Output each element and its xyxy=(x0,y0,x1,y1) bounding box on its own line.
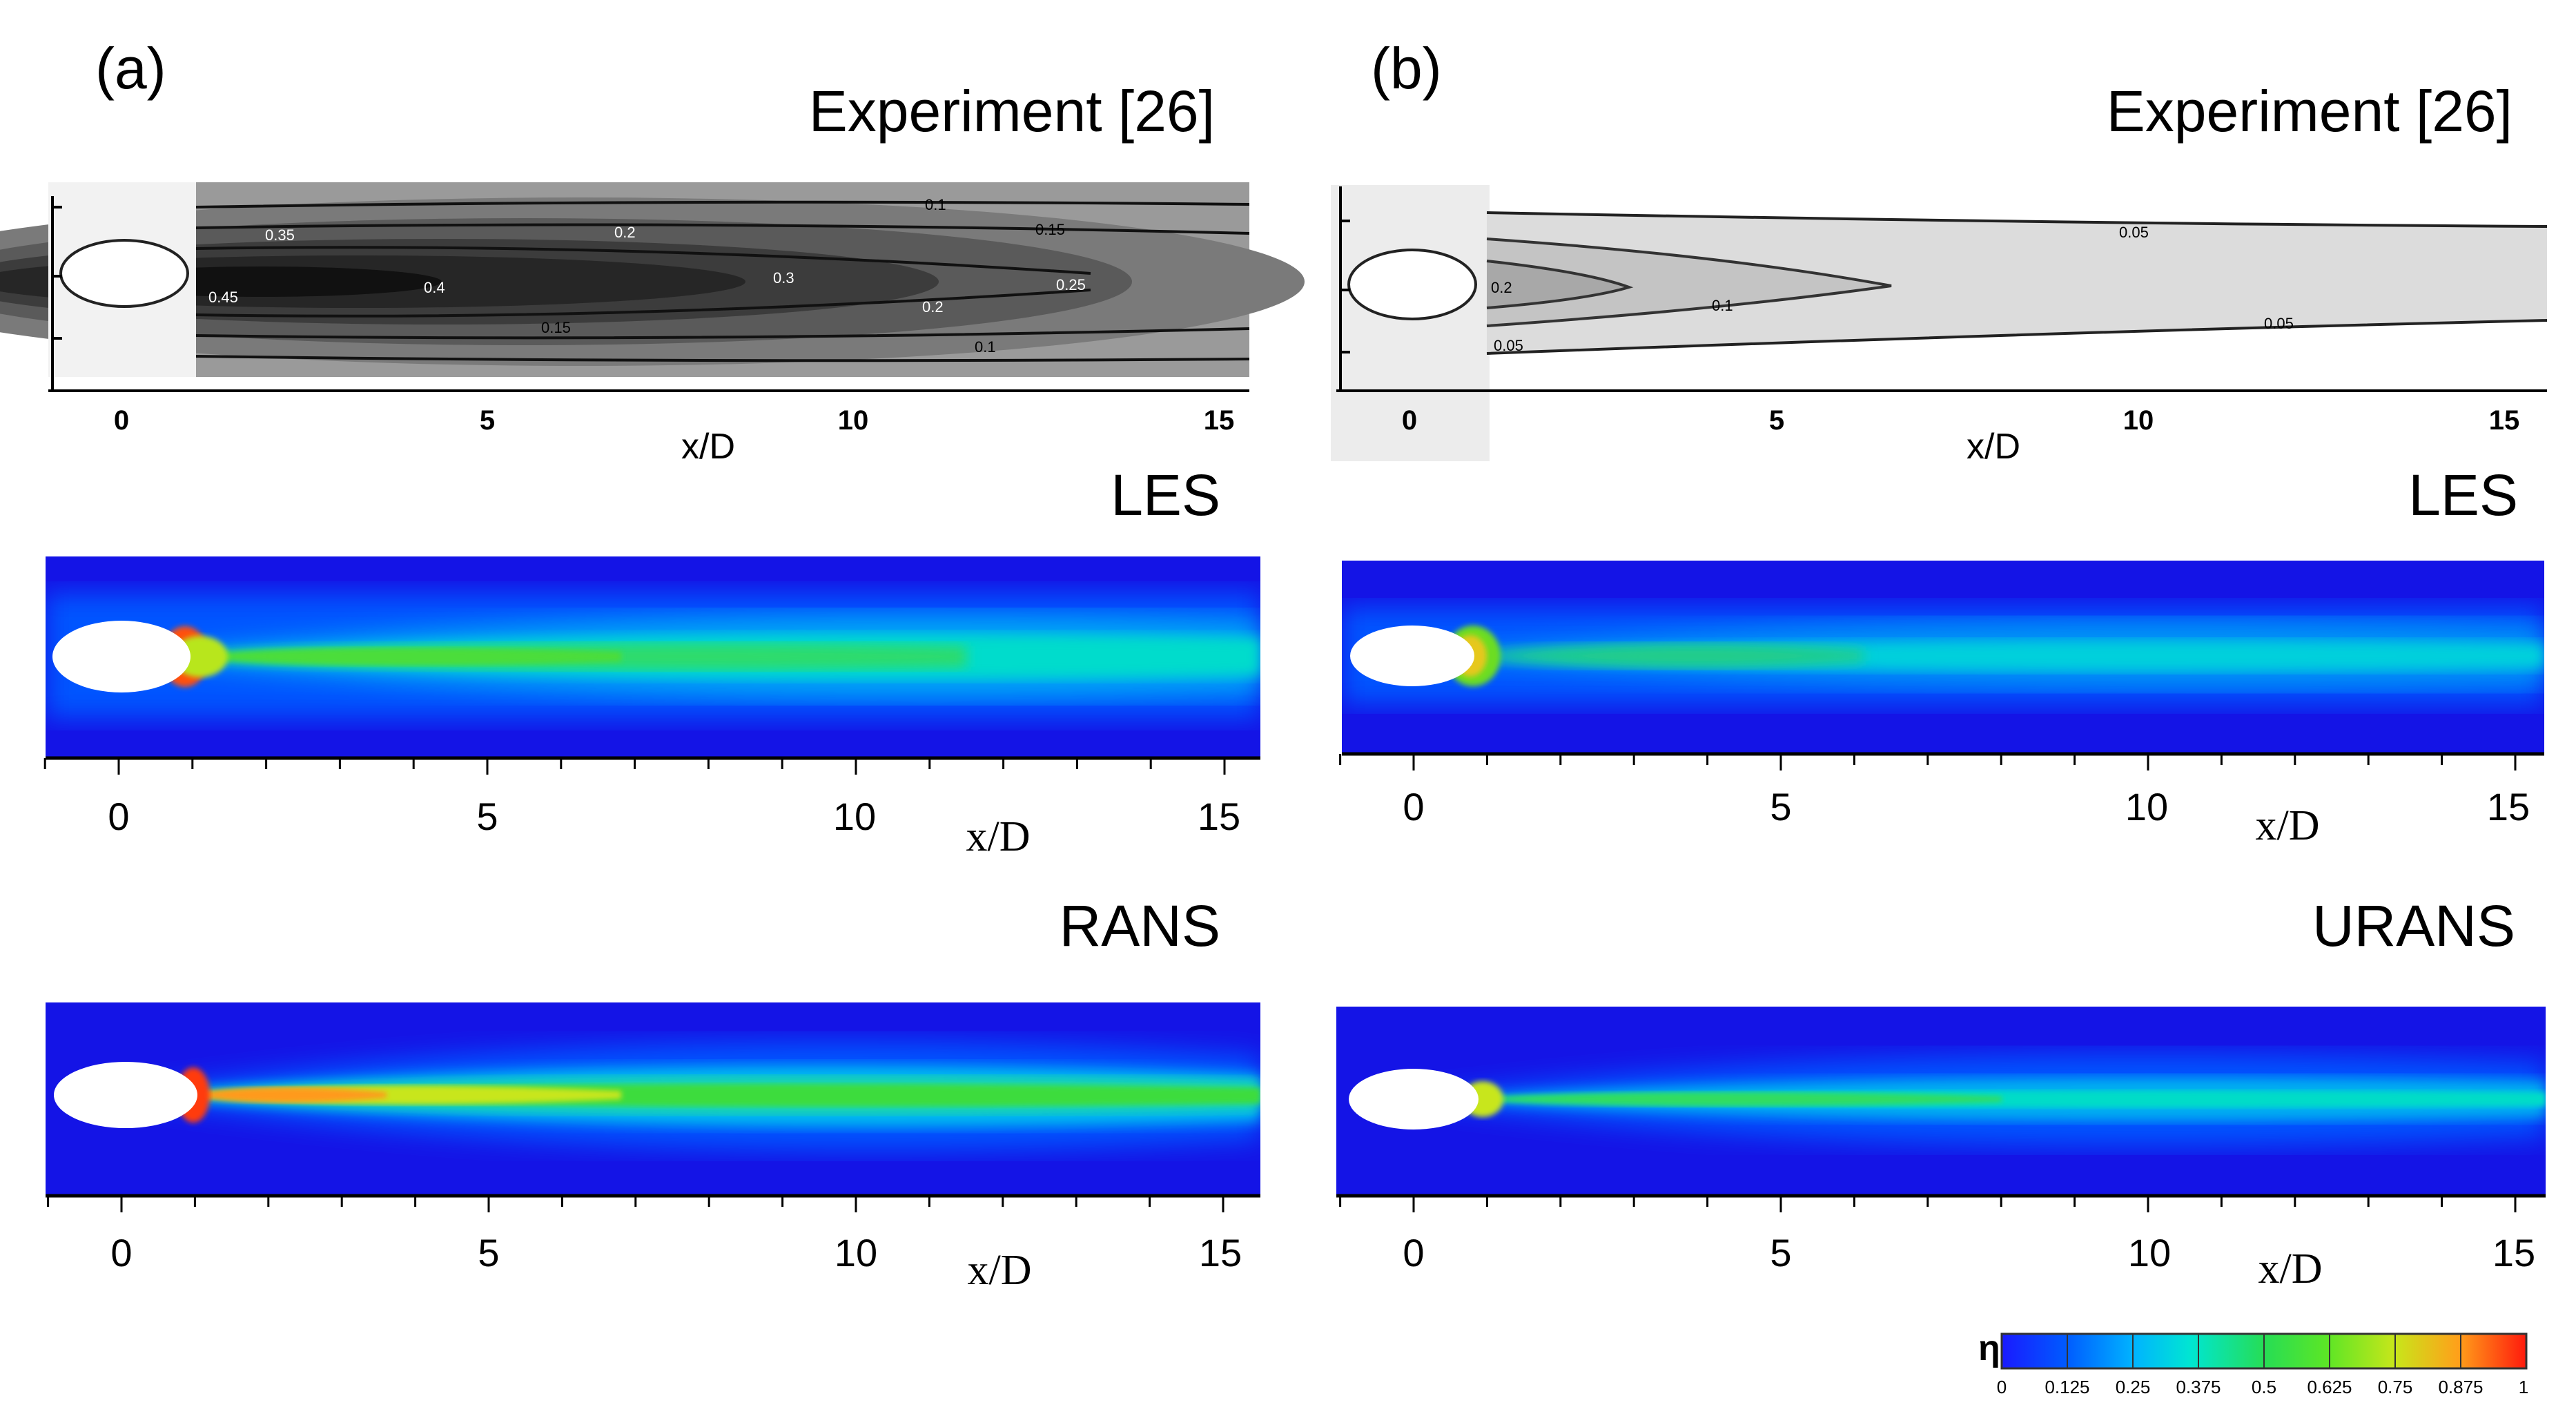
panel-a-les-cylinder xyxy=(52,621,191,692)
colorbar-dividers xyxy=(2067,1334,2461,1368)
panel-b-les-title: LES xyxy=(2408,463,2518,527)
colorbar-tick-label: 0.75 xyxy=(2378,1377,2413,1397)
panel-a-rans-field: 0 5 10 15 x/D xyxy=(46,1002,1260,1294)
tick-label: 10 xyxy=(833,795,876,838)
tick-label: 0 xyxy=(1403,785,1424,828)
panel-b-les-cylinder xyxy=(1350,626,1474,686)
contour-label: 0.2 xyxy=(1491,279,1512,296)
panel-b-les-field: 0 5 10 15 x/D xyxy=(1339,561,2544,849)
tick-label: 0 xyxy=(108,795,129,838)
tick-label: 0 xyxy=(1402,405,1417,436)
colorbar-tick-label: 0.625 xyxy=(2307,1377,2352,1397)
contour-label: 0.4 xyxy=(424,279,445,296)
panel-b-urans-title: URANS xyxy=(2312,893,2515,958)
x-axis-label: x/D xyxy=(681,427,735,467)
x-axis-label: x/D xyxy=(966,813,1031,860)
tick-label: 0 xyxy=(1403,1231,1424,1274)
tick-label: 15 xyxy=(1199,1231,1242,1274)
colorbar-tick-label: 0.875 xyxy=(2438,1377,2483,1397)
panel-b-letter: (b) xyxy=(1371,36,1442,101)
contour-label: 0.35 xyxy=(265,226,295,244)
tick-label: 15 xyxy=(2492,1231,2535,1274)
colorbar: η 0 0.125 0.25 0.375 0.5 0.625 0.75 0.87… xyxy=(1978,1328,2528,1397)
tick-label: 10 xyxy=(2123,405,2154,436)
contour-label: 0.05 xyxy=(1494,337,1523,354)
panel-a-letter: (a) xyxy=(95,36,166,101)
contour-label: 0.1 xyxy=(1712,297,1733,314)
panel-a-cylinder-outline xyxy=(59,239,189,308)
contour-label: 0.45 xyxy=(208,289,238,306)
panel-a-rans-axis-ticks xyxy=(47,1196,1224,1212)
x-axis-label: x/D xyxy=(2258,1245,2323,1292)
contour-label: 0.1 xyxy=(925,196,946,213)
contour-label: 0.2 xyxy=(922,298,944,316)
colorbar-tick-label: 0.25 xyxy=(2116,1377,2151,1397)
contour-label: 0.25 xyxy=(1056,276,1086,293)
tick-label: 0 xyxy=(114,405,129,436)
panel-a-les-field: 0 5 10 15 x/D xyxy=(43,556,1260,860)
colorbar-tick-label: 0 xyxy=(1997,1377,2007,1397)
tick-label: 0 xyxy=(110,1231,132,1274)
tick-label: 15 xyxy=(2487,785,2530,828)
panel-b-les-axis-ticks xyxy=(1339,754,2517,770)
contour-label: 0.05 xyxy=(2119,224,2149,241)
contour-label: 0.1 xyxy=(975,338,996,356)
x-axis-label: x/D xyxy=(968,1247,1032,1294)
colorbar-tick-label: 0.375 xyxy=(2176,1377,2221,1397)
tick-label: 10 xyxy=(838,405,869,436)
tick-label: 5 xyxy=(480,405,495,436)
tick-label: 5 xyxy=(1770,785,1791,828)
panel-b-urans-axis-ticks xyxy=(1339,1196,2517,1212)
contour-label: 0.3 xyxy=(773,269,794,287)
panel-b-urans-cylinder xyxy=(1349,1069,1479,1130)
x-axis-label: x/D xyxy=(1967,427,2020,467)
panel-b-urans-field: 0 5 10 15 x/D xyxy=(1336,1007,2546,1292)
tick-label: 10 xyxy=(835,1231,877,1274)
panel-a-experiment-plot: 0.1 0.15 0.2 0.25 0.3 0.35 0.4 0.45 0.2 … xyxy=(0,182,1305,467)
tick-label: 5 xyxy=(476,795,498,838)
tick-label: 5 xyxy=(1770,1231,1791,1274)
x-axis-label: x/D xyxy=(2256,802,2320,849)
panel-a-les-title: LES xyxy=(1111,463,1220,527)
panel-a-experiment-title: Experiment [26] xyxy=(809,79,1215,144)
colorbar-tick-label: 1 xyxy=(2519,1377,2528,1397)
panel-b-experiment-title: Experiment [26] xyxy=(2107,79,2512,144)
panel-b-cylinder-outline xyxy=(1347,249,1477,320)
tick-label: 10 xyxy=(2125,785,2168,828)
panel-a-rans-cylinder xyxy=(54,1062,197,1128)
tick-label: 5 xyxy=(478,1231,499,1274)
panel-b: (b) Experiment [26] 0.05 0.2 0.1 0.05 0.… xyxy=(1331,36,2548,1292)
contour-label: 0.2 xyxy=(614,224,636,241)
tick-label: 15 xyxy=(1198,795,1240,838)
panel-a-rans-title: RANS xyxy=(1060,893,1220,958)
colorbar-symbol: η xyxy=(1978,1328,2000,1368)
contour-label: 0.15 xyxy=(1035,221,1065,238)
colorbar-tick-label: 0.125 xyxy=(2045,1377,2089,1397)
panel-a-les-axis-ticks xyxy=(43,758,1226,775)
panel-a: (a) Experiment [26] 0.1 0.15 0.2 xyxy=(0,36,1305,1294)
tick-label: 10 xyxy=(2128,1231,2171,1274)
tick-label: 15 xyxy=(2489,405,2520,436)
tick-label: 5 xyxy=(1769,405,1784,436)
panel-b-experiment-plot: 0.05 0.2 0.1 0.05 0.05 0 5 10 15 x/D xyxy=(1331,185,2548,467)
colorbar-tick-label: 0.5 xyxy=(2252,1377,2276,1397)
contour-label: 0.05 xyxy=(2264,315,2294,332)
tick-label: 15 xyxy=(1204,405,1235,436)
contour-label: 0.15 xyxy=(541,319,571,336)
